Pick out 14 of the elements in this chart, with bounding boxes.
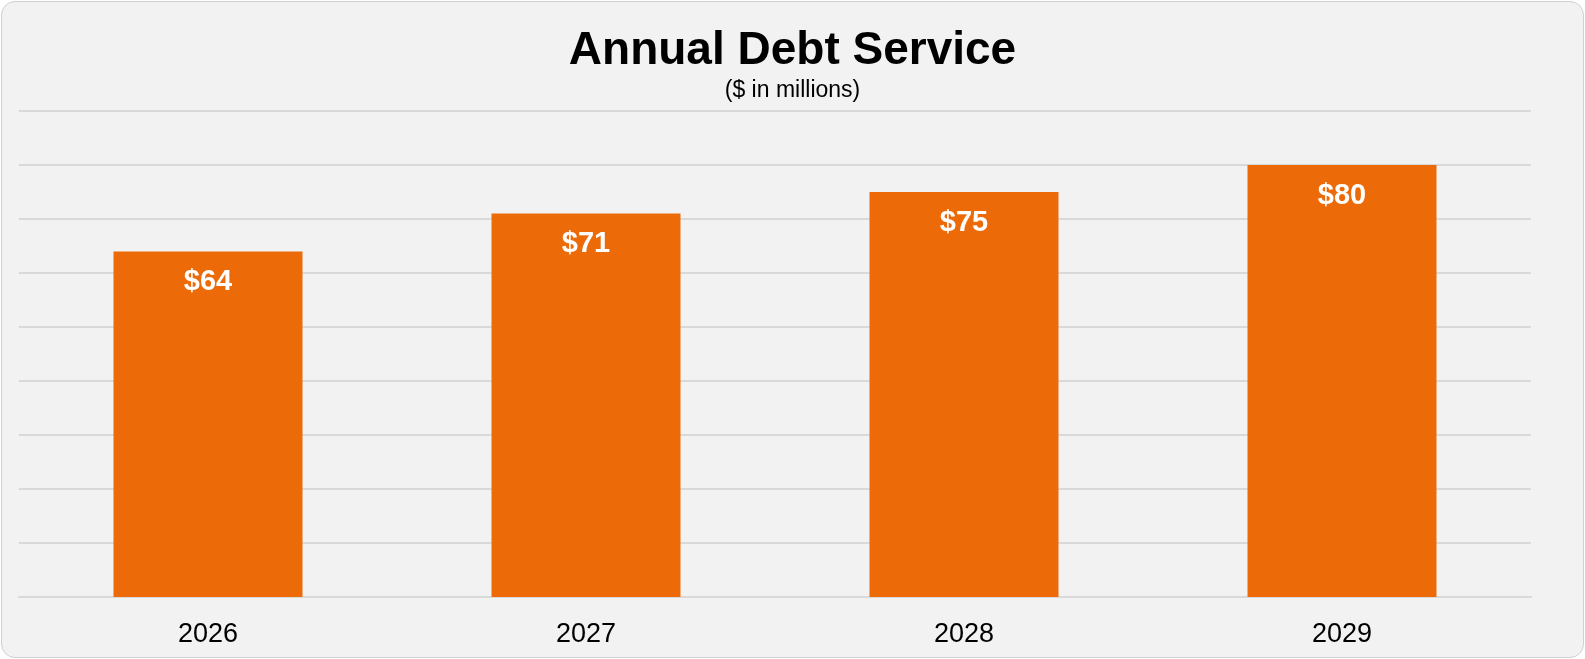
chart-title: Annual Debt Service <box>568 22 1017 74</box>
bar <box>869 192 1059 597</box>
data-label: $71 <box>561 226 611 259</box>
x-tick-label: 2029 <box>1311 617 1373 648</box>
x-tick-label: 2026 <box>177 617 239 648</box>
x-tick-label: 2027 <box>555 617 617 648</box>
bar <box>1247 165 1437 597</box>
data-label: $75 <box>939 204 989 237</box>
bar <box>491 213 681 597</box>
chart-subtitle: ($ in millions) <box>724 75 861 102</box>
data-label: $64 <box>183 263 233 296</box>
data-label: $80 <box>1317 177 1367 210</box>
bar <box>113 251 303 597</box>
x-tick-label: 2028 <box>933 617 995 648</box>
